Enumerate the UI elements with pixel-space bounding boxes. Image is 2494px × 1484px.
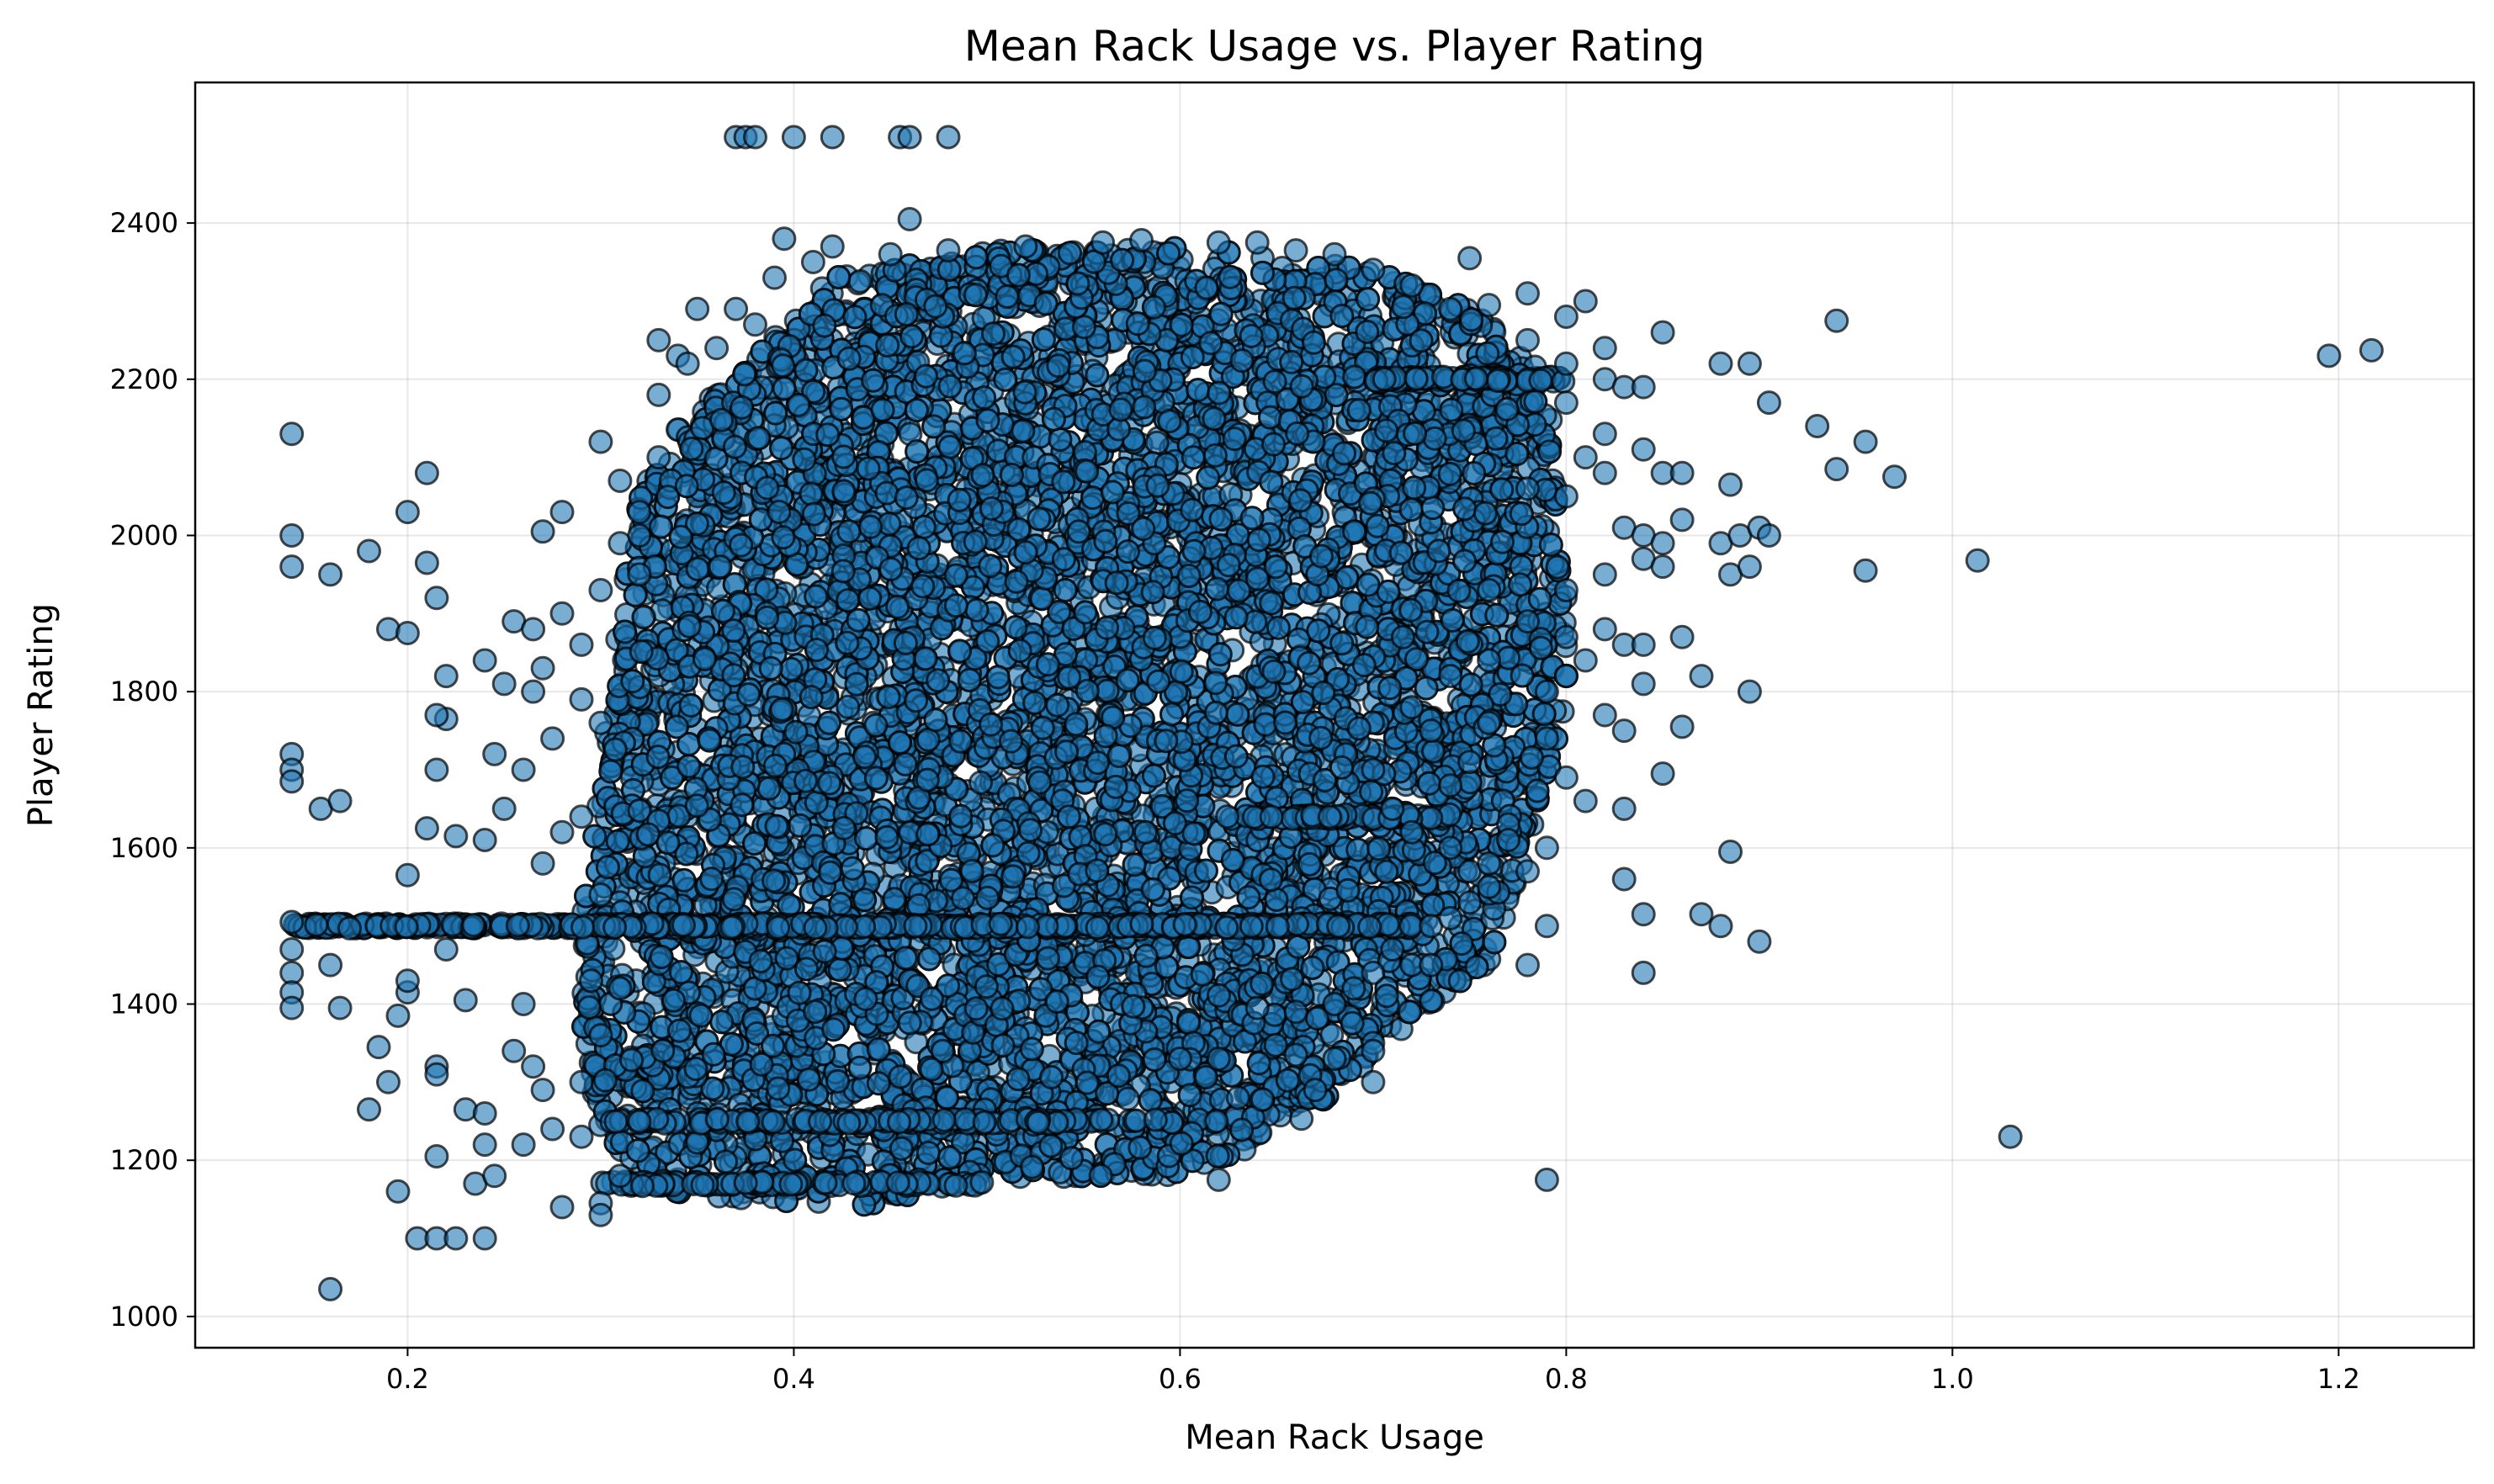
data-point	[847, 268, 873, 294]
chart-title: Mean Rack Usage vs. Player Rating	[964, 22, 1706, 71]
data-points	[279, 125, 2384, 1301]
